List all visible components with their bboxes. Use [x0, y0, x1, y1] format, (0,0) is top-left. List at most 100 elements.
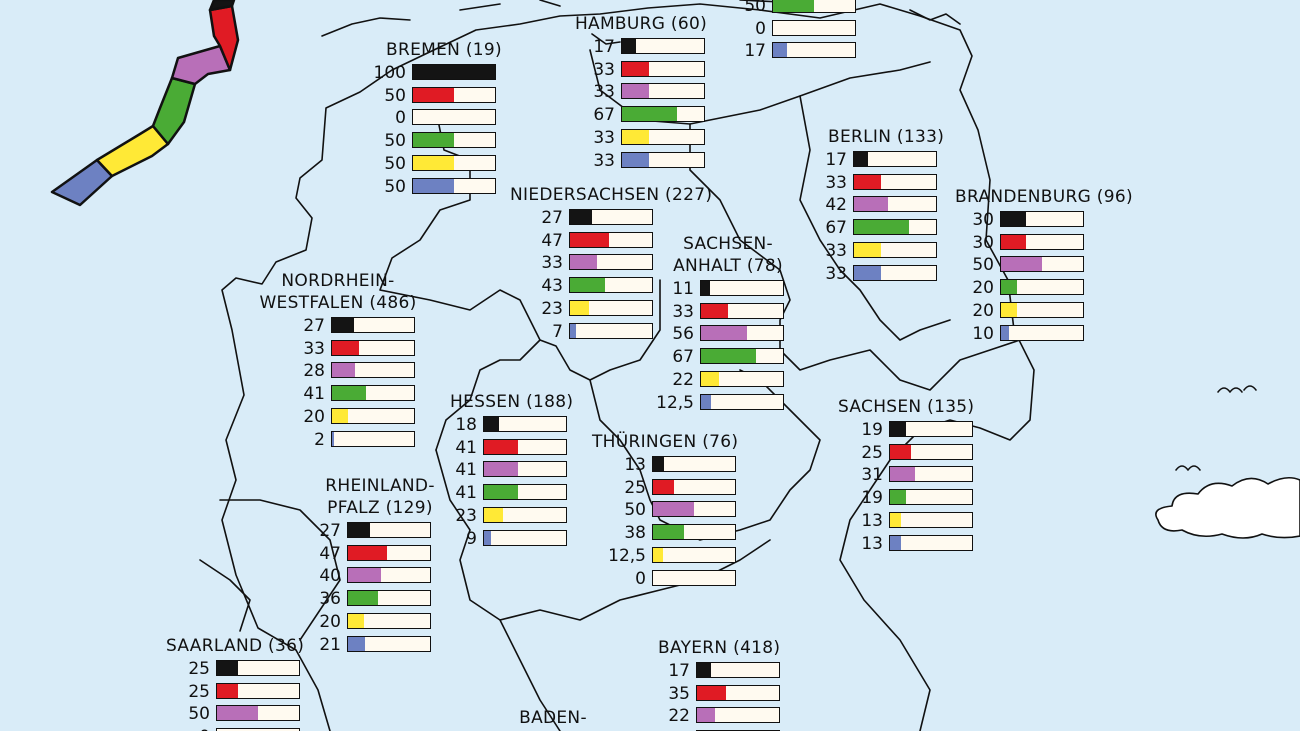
bar-row: 9: [466, 529, 567, 549]
bar-track: [569, 254, 653, 271]
bar-row: 20: [972, 279, 1084, 298]
bar-row: 35: [668, 684, 780, 704]
bar-fill: [701, 349, 756, 364]
bar-row: 13: [861, 511, 973, 531]
bar-track: [853, 151, 937, 167]
bar-fill: [890, 490, 906, 505]
bar-fill: [697, 708, 716, 723]
bar-row: 33: [672, 302, 784, 322]
bar-row: 10: [972, 324, 1084, 344]
state-border-1: [589, 49, 931, 125]
value-label: 19: [861, 488, 883, 509]
bar-track: [1000, 256, 1084, 273]
state-name: BAYERN (418): [658, 638, 781, 658]
bird-3: [1175, 465, 1201, 471]
bar-track: [621, 60, 705, 77]
value-label: 50: [188, 704, 210, 725]
bar-fill: [217, 706, 258, 721]
bar-row: 100: [374, 64, 496, 83]
bar-row: 33: [825, 173, 937, 193]
value-label: 17: [668, 661, 690, 681]
bar-track: [772, 42, 856, 59]
bar-row: 23: [541, 299, 653, 319]
value-label: 47: [541, 230, 563, 251]
bar-fill: [701, 394, 712, 409]
bar-row: 17: [593, 38, 705, 57]
value-label: 43: [541, 276, 563, 297]
value-label: 33: [825, 172, 847, 193]
bar-fill: [332, 386, 366, 401]
bar-row: 19: [861, 421, 973, 440]
bar-row: 33: [593, 83, 705, 102]
bar-fill: [1001, 257, 1042, 272]
bar-fill: [854, 174, 882, 189]
value-label: 33: [672, 301, 694, 322]
value-label: 18: [455, 415, 477, 435]
bar-track: [1000, 211, 1084, 227]
bar-row: 33: [825, 241, 937, 261]
bar-row: 36: [319, 590, 431, 609]
bar-row: 31: [861, 466, 973, 485]
bar-row: 20: [972, 301, 1084, 321]
bar-fill: [622, 107, 677, 122]
value-label: 30: [972, 232, 994, 253]
bar-track: [569, 299, 653, 316]
bar-row: 0: [395, 109, 496, 128]
bar-fill: [653, 502, 694, 517]
bar-fill: [348, 636, 366, 651]
value-label: 12,5: [656, 392, 694, 413]
bar-fill: [622, 61, 650, 76]
bar-row: 67: [593, 106, 705, 125]
bar-fill: [332, 340, 360, 355]
state-name: ANHALT (78): [673, 256, 783, 276]
bar-track: [853, 173, 937, 190]
value-label: 23: [455, 505, 477, 526]
bar-track: [853, 219, 937, 236]
bar-fill: [653, 547, 664, 562]
value-label: 25: [624, 477, 646, 498]
value-label: 41: [455, 437, 477, 458]
bar-row: 19: [861, 489, 973, 508]
bar-track: [889, 466, 973, 483]
bar-row: 27: [319, 522, 431, 541]
bar-fill: [413, 178, 454, 193]
value-label: 9: [466, 528, 477, 549]
bar-row: 67: [672, 348, 784, 367]
bar-track: [412, 64, 496, 80]
bar-track: [652, 456, 736, 472]
bar-fill: [413, 133, 454, 148]
bar-fill: [570, 255, 598, 270]
bar-row: 21: [319, 635, 431, 655]
value-label: 42: [825, 195, 847, 216]
bar-fill: [332, 431, 334, 446]
bar-track: [853, 196, 937, 213]
bar-track: [483, 461, 567, 478]
bar-track: [412, 154, 496, 171]
bar-fill: [348, 591, 378, 606]
value-label: 33: [593, 127, 615, 148]
coast-islands: [321, 0, 781, 37]
bar-fill: [484, 462, 518, 477]
value-label: 0: [635, 568, 646, 589]
value-label: 0: [395, 108, 406, 129]
bar-row: 41: [303, 385, 415, 404]
bar-row: 33: [593, 60, 705, 80]
bar-track: [889, 534, 973, 551]
bar-row: 50: [624, 501, 736, 520]
bar-track: [331, 407, 415, 424]
bar-track: [1000, 301, 1084, 318]
state-name: SACHSEN (135): [838, 397, 975, 417]
bar-fill: [773, 0, 814, 12]
value-label: 27: [541, 208, 563, 228]
value-label: 22: [668, 706, 690, 727]
value-label: 20: [319, 611, 341, 632]
bar-fill: [570, 210, 593, 224]
state-name: PFALZ (129): [327, 498, 433, 518]
bar-track: [412, 177, 496, 194]
value-label: 36: [319, 589, 341, 610]
value-label: 49: [668, 730, 696, 731]
bar-track: [652, 546, 736, 563]
bar-track: [347, 635, 431, 652]
bar-track: [347, 612, 431, 629]
bar-track: [889, 511, 973, 528]
